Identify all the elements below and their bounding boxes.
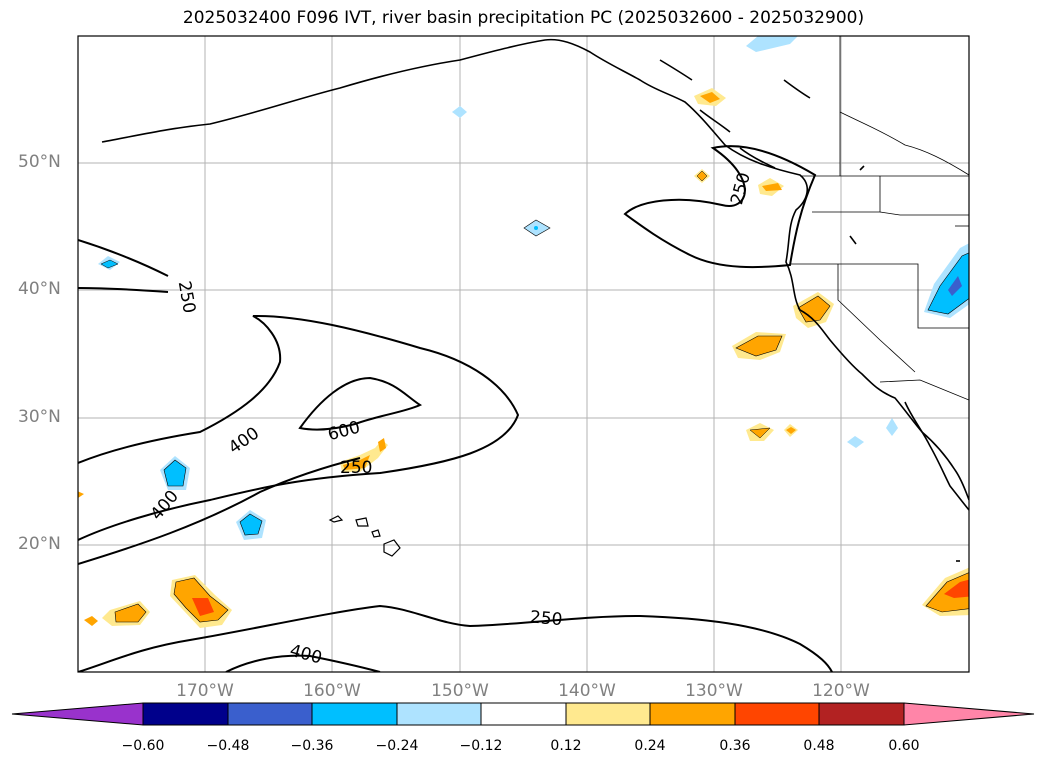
contour-label: 250 bbox=[529, 607, 563, 630]
lon-label-160w: 160°W bbox=[303, 681, 361, 701]
coastlines bbox=[101, 38, 969, 562]
lat-label-20n: 20°N bbox=[18, 534, 61, 554]
colorbar-tick: −0.12 bbox=[459, 738, 503, 754]
colorbar-extend-high bbox=[903, 702, 1035, 726]
map-frame bbox=[77, 35, 970, 673]
lat-label-30n: 30°N bbox=[18, 407, 61, 427]
lat-label-40n: 40°N bbox=[18, 279, 61, 299]
contour-label: 250 bbox=[727, 170, 755, 207]
precip-blob bbox=[114, 603, 147, 623]
contour-label: 600 bbox=[326, 417, 363, 445]
lon-label-130w: 130°W bbox=[685, 681, 743, 701]
colorbar-tick: −0.36 bbox=[290, 738, 334, 754]
contour-label: 250 bbox=[340, 458, 372, 478]
lon-label-170w: 170°W bbox=[176, 681, 234, 701]
colorbar bbox=[11, 702, 1035, 726]
colorbar-tick: 0.60 bbox=[888, 738, 920, 754]
precip-negative-regions bbox=[98, 36, 969, 540]
contour-label: 400 bbox=[225, 423, 263, 458]
state-borders bbox=[790, 36, 969, 401]
contour-label: 400 bbox=[288, 641, 325, 669]
colorbar-tick: 0.24 bbox=[634, 738, 666, 754]
colorbar-tick: 0.12 bbox=[550, 738, 582, 754]
map-title: 2025032400 F096 IVT, river basin precipi… bbox=[182, 8, 865, 28]
contour-label: 250 bbox=[174, 280, 199, 315]
gridlines bbox=[78, 36, 969, 672]
colorbar-extend-low bbox=[11, 702, 144, 726]
ivt-contours bbox=[78, 145, 833, 672]
precip-positive-regions bbox=[78, 88, 969, 628]
colorbar-tick: 0.48 bbox=[803, 738, 835, 754]
contour-label: 400 bbox=[147, 487, 183, 525]
colorbar-tick: 0.36 bbox=[719, 738, 751, 754]
contour-labels: 250 250 400 600 250 400 250 400 bbox=[147, 170, 755, 668]
hawaii-islands bbox=[328, 515, 401, 557]
lat-label-50n: 50°N bbox=[18, 152, 61, 172]
colorbar-tick: −0.60 bbox=[121, 738, 165, 754]
lon-label-150w: 150°W bbox=[431, 681, 489, 701]
lon-label-120w: 120°W bbox=[812, 681, 870, 701]
lon-label-140w: 140°W bbox=[558, 681, 616, 701]
colorbar-tick: −0.24 bbox=[375, 738, 419, 754]
colorbar-tick: −0.48 bbox=[206, 738, 250, 754]
